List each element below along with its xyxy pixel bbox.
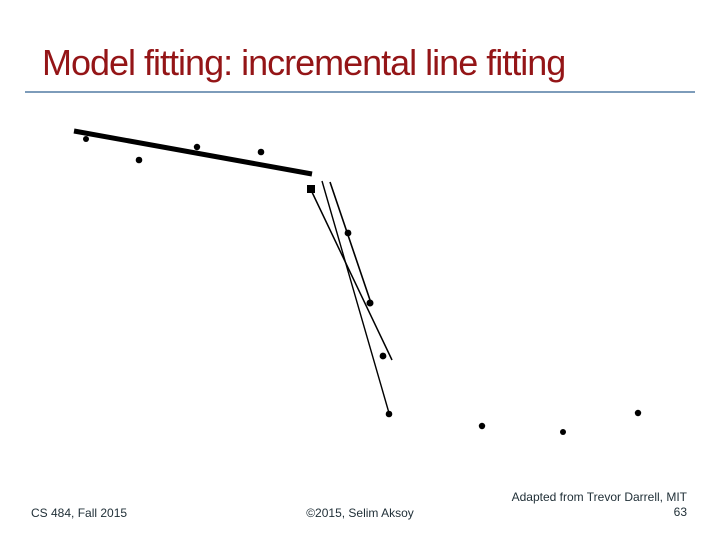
data-point: [385, 410, 393, 418]
data-point: [344, 229, 352, 237]
title-underline-rule: [25, 91, 695, 93]
thin-fit-line: [329, 181, 372, 304]
data-point: [193, 143, 201, 151]
data-point: [560, 429, 566, 435]
data-point: [634, 409, 642, 417]
data-point: [257, 148, 265, 156]
slide-title: Model fitting: incremental line fitting: [42, 42, 566, 83]
thin-fit-line: [310, 189, 393, 361]
data-point: [135, 156, 143, 164]
footer-page-number: 63: [673, 505, 687, 519]
data-point: [478, 422, 486, 430]
footer-credit-label: Adapted from Trevor Darrell, MIT: [511, 490, 687, 504]
footer-course-label: CS 484, Fall 2015: [31, 506, 128, 520]
data-point: [83, 136, 89, 142]
footer-copyright-label: ©2015, Selim Aksoy: [306, 506, 414, 520]
data-point: [379, 352, 387, 360]
data-point: [366, 299, 374, 307]
footer-credit-block: Adapted from Trevor Darrell, MIT 63: [512, 490, 687, 520]
thin-fit-line: [321, 180, 390, 414]
thick-fit-line: [73, 128, 313, 177]
data-point-square: [307, 185, 315, 193]
